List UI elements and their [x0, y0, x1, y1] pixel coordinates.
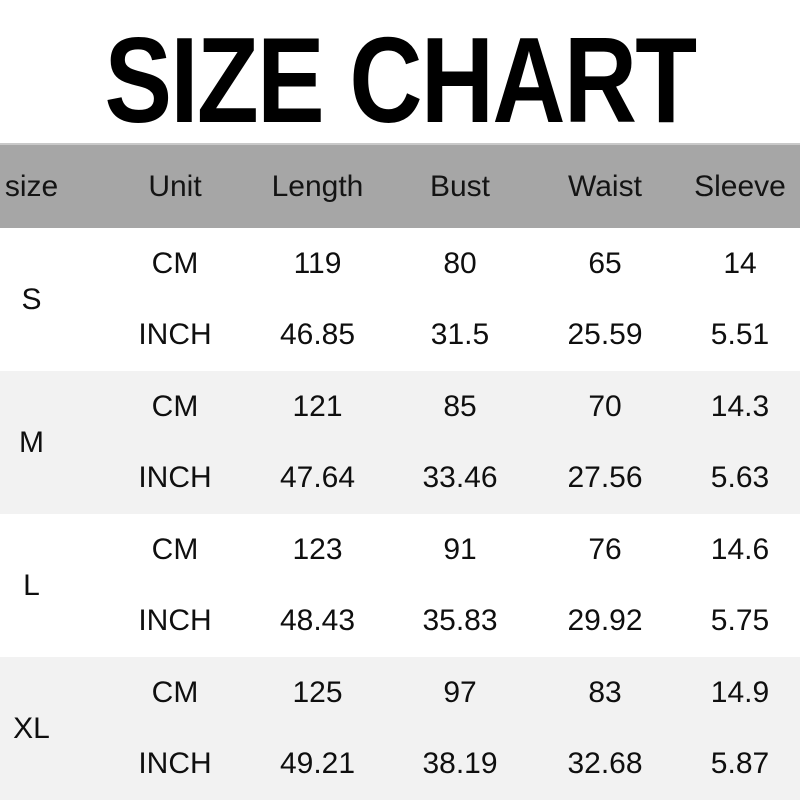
header-cell-waist: Waist — [568, 169, 642, 203]
size-row-m: M CM 121 85 70 14.3 INCH 47.64 33.46 27.… — [0, 371, 800, 514]
inch-sleeve-value: 5.63 — [710, 461, 770, 495]
cm-length-value: 119 — [293, 246, 342, 280]
inch-length-value: 47.64 — [279, 461, 356, 495]
size-row-xl: XL CM 125 97 83 14.9 INCH 49.21 38.19 32… — [0, 657, 800, 800]
cm-length-value: 123 — [292, 532, 343, 566]
unit-label-inch: INCH — [138, 604, 212, 638]
cm-bust-value: 97 — [443, 675, 477, 709]
unit-label-inch: INCH — [138, 747, 212, 781]
unit-label-cm: CM — [151, 389, 199, 423]
header-cell-bust: Bust — [429, 169, 491, 203]
unit-label-cm: CM — [151, 532, 199, 566]
size-label: M — [19, 425, 44, 459]
cm-bust-value: 80 — [443, 246, 477, 280]
cm-bust-value: 85 — [443, 389, 477, 423]
inch-sleeve-value: 5.87 — [710, 747, 770, 781]
inch-waist-value: 29.92 — [567, 604, 643, 638]
size-label: S — [21, 282, 42, 316]
page-title: SIZE CHART — [104, 11, 698, 148]
cm-length-value: 121 — [292, 389, 343, 423]
inch-sleeve-value: 5.75 — [710, 604, 770, 638]
size-row-l: L CM 123 91 76 14.6 INCH 48.43 35.83 29.… — [0, 514, 800, 657]
size-label: L — [23, 568, 40, 602]
inch-waist-value: 27.56 — [567, 461, 643, 495]
cm-sleeve-value: 14.6 — [710, 532, 770, 566]
size-label: XL — [13, 711, 50, 745]
inch-length-value: 46.85 — [279, 318, 356, 352]
header-cell-sleeve: Sleeve — [694, 169, 786, 203]
unit-label-inch: INCH — [138, 461, 212, 495]
unit-label-cm: CM — [151, 675, 199, 709]
cm-waist-value: 83 — [588, 675, 622, 709]
inch-bust-value: 38.19 — [422, 747, 498, 781]
cm-waist-value: 76 — [588, 532, 622, 566]
size-row-s: S CM 119 80 65 14 INCH 46.85 31.5 25.59 … — [0, 228, 800, 371]
header-cell-unit: Unit — [148, 169, 202, 203]
inch-bust-value: 35.83 — [422, 604, 498, 638]
unit-label-inch: INCH — [138, 318, 212, 352]
inch-bust-value: 31.5 — [430, 318, 490, 352]
inch-waist-value: 32.68 — [567, 747, 643, 781]
table-header-row: size Unit Length Bust Waist Sleeve — [0, 143, 800, 228]
header-cell-length: Length — [271, 169, 364, 203]
cm-length-value: 125 — [292, 675, 343, 709]
cm-sleeve-value: 14.3 — [710, 389, 770, 423]
unit-label-cm: CM — [151, 246, 199, 280]
cm-bust-value: 91 — [443, 532, 477, 566]
inch-length-value: 49.21 — [279, 747, 356, 781]
inch-bust-value: 33.46 — [422, 461, 498, 495]
cm-waist-value: 70 — [588, 389, 622, 423]
header-cell-size: size — [4, 169, 59, 203]
cm-sleeve-value: 14.9 — [710, 675, 770, 709]
cm-waist-value: 65 — [588, 246, 622, 280]
inch-sleeve-value: 5.51 — [710, 318, 770, 352]
inch-length-value: 48.43 — [279, 604, 356, 638]
inch-waist-value: 25.59 — [567, 318, 643, 352]
title-block: SIZE CHART — [0, 0, 800, 143]
cm-sleeve-value: 14 — [723, 246, 757, 280]
